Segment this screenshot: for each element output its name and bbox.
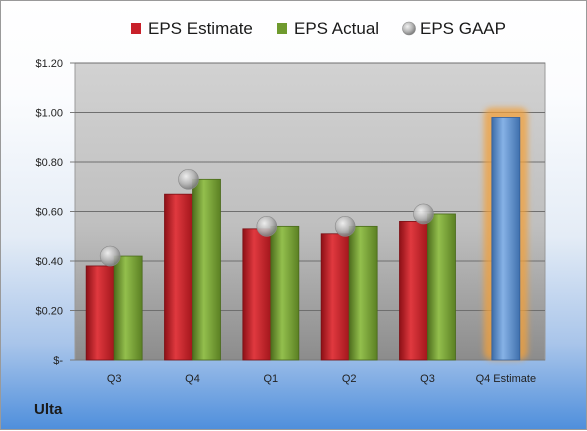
legend-swatch bbox=[402, 21, 416, 36]
x-tick-label: Q3 bbox=[420, 373, 435, 385]
y-tick-label: $1.00 bbox=[35, 108, 63, 120]
y-tick-label: $0.40 bbox=[35, 256, 63, 268]
eps-actual-bar bbox=[113, 255, 143, 361]
gridlines bbox=[75, 62, 545, 311]
legend-swatch bbox=[277, 23, 287, 34]
company-name: Ulta bbox=[34, 401, 63, 418]
y-tick-label: $- bbox=[53, 355, 63, 367]
eps-estimate-bar bbox=[164, 193, 193, 361]
eps-actual-bar bbox=[192, 178, 221, 361]
q4-estimate-bar bbox=[491, 117, 521, 361]
x-axis: Q3 Q4 Q1 Q2 Q3 Q4 Estimate bbox=[107, 373, 536, 385]
legend-swatch bbox=[131, 23, 141, 34]
eps-actual-bar bbox=[348, 225, 378, 361]
eps-estimate-bar bbox=[242, 228, 272, 361]
y-tick-label: $0.80 bbox=[35, 157, 63, 169]
y-tick-label: $0.60 bbox=[35, 207, 63, 219]
x-tick-label: Q3 bbox=[107, 373, 122, 385]
eps-gaap-marker bbox=[413, 203, 434, 225]
x-tick-label: Q1 bbox=[263, 373, 278, 385]
eps-gaap-marker bbox=[334, 216, 356, 237]
eps-actual-bar bbox=[427, 213, 456, 361]
legend-label: EPS Actual bbox=[294, 19, 379, 38]
y-tick-label: $1.20 bbox=[35, 58, 63, 70]
eps-estimate-bar bbox=[320, 233, 350, 361]
legend-label: EPS GAAP bbox=[420, 19, 506, 38]
eps-gaap-marker bbox=[178, 169, 199, 190]
y-tick-label: $0.20 bbox=[35, 306, 63, 318]
x-tick-label: Q2 bbox=[342, 373, 357, 385]
eps-estimate-bar bbox=[399, 220, 428, 361]
x-tick-label: Q4 Estimate bbox=[476, 373, 537, 385]
eps-gaap-marker bbox=[256, 216, 278, 237]
x-tick-label: Q4 bbox=[185, 373, 200, 385]
y-axis: $- $0.20 $0.40 $0.60 $0.80 $1.00 $1.20 bbox=[35, 58, 545, 367]
legend-label: EPS Estimate bbox=[148, 19, 253, 38]
eps-gaap-marker bbox=[99, 245, 121, 267]
legend: EPS Estimate EPS Actual EPS GAAP bbox=[131, 19, 506, 38]
eps-actual-bar bbox=[270, 225, 300, 361]
bars bbox=[85, 107, 528, 361]
eps-estimate-bar bbox=[85, 265, 115, 361]
